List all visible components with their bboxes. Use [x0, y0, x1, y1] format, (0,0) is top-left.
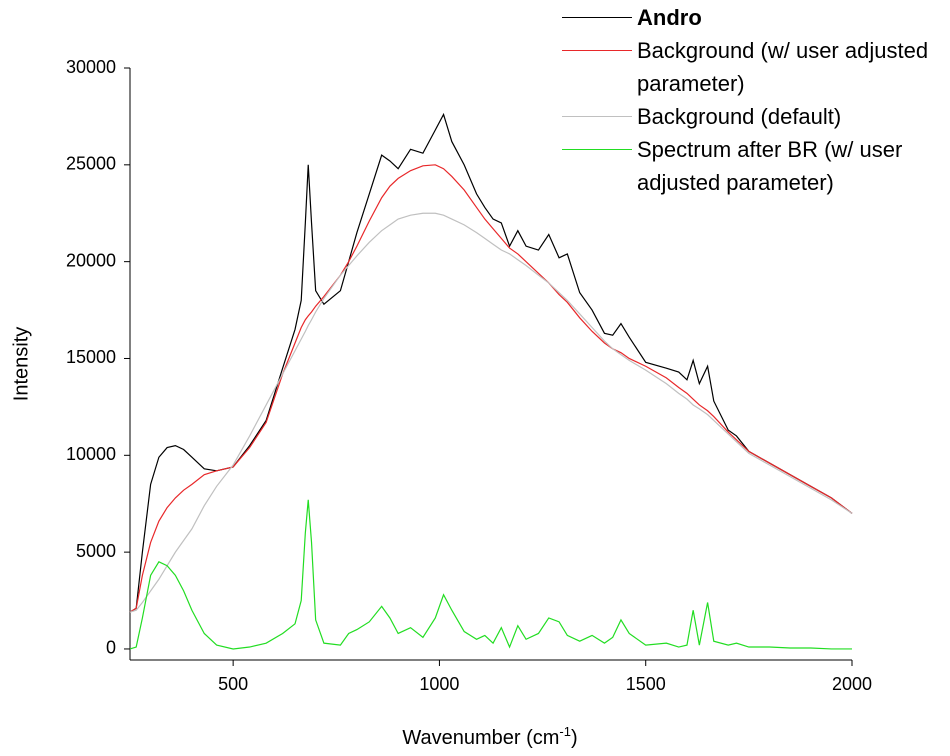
legend-swatch: [562, 50, 632, 51]
y-axis-label: Intensity: [10, 327, 32, 401]
y-tick-label: 20000: [66, 250, 116, 270]
legend-label: Background (w/ user adjusted parameter): [637, 38, 929, 96]
x-axis-label: Wavenumber (cm-1): [402, 724, 577, 749]
x-tick-label: 1000: [419, 674, 459, 694]
legend-entry: Background (default): [562, 100, 942, 133]
y-tick-label: 30000: [66, 57, 116, 77]
series-line: [129, 212, 853, 613]
x-tick-label: 2000: [832, 674, 872, 694]
legend: Andro Background (w/ user adjusted parame…: [562, 1, 942, 199]
legend-swatch: [562, 17, 632, 18]
series-line: [129, 499, 852, 650]
legend-entry: Background (w/ user adjusted parameter): [562, 34, 942, 100]
legend-swatch: [562, 149, 632, 150]
x-axis-label-text: Wavenumber (cm: [402, 727, 559, 749]
legend-entry: Andro: [562, 1, 942, 34]
y-tick-label: 10000: [66, 444, 116, 464]
x-axis-label-text: ): [571, 727, 578, 749]
legend-label: Spectrum after BR (w/ user adjusted para…: [637, 137, 903, 195]
x-tick-label: 1500: [626, 674, 666, 694]
x-tick-label: 500: [218, 674, 248, 694]
y-tick-label: 15000: [66, 347, 116, 367]
legend-label: Andro: [637, 5, 702, 30]
x-axis-label-sup: -1: [559, 724, 571, 739]
legend-swatch: [562, 116, 632, 117]
legend-entry: Spectrum after BR (w/ user adjusted para…: [562, 133, 942, 199]
y-tick-label: 0: [106, 638, 116, 658]
y-tick-label: 5000: [76, 541, 116, 561]
series-line: [129, 164, 853, 613]
y-tick-label: 25000: [66, 154, 116, 174]
legend-label: Background (default): [637, 104, 842, 129]
